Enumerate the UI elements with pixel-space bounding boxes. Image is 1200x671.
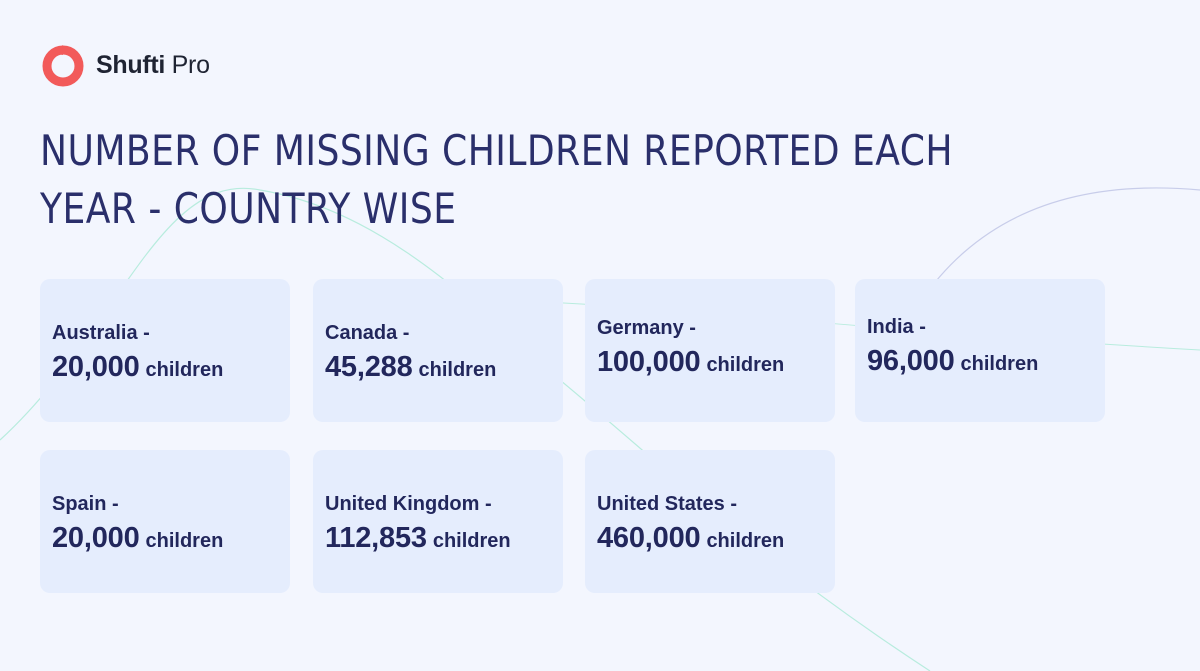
- country-name: Spain -: [52, 493, 119, 515]
- page-title-line-1: NUMBER OF MISSING CHILDREN REPORTED EACH: [40, 126, 953, 175]
- missing-children-count: 96,000: [867, 345, 955, 377]
- missing-children-count: 112,853: [325, 522, 427, 554]
- count-unit: children: [418, 359, 497, 381]
- count-unit: children: [432, 530, 511, 552]
- missing-children-stat: 20,000 children: [52, 522, 223, 555]
- brand-name-bold: Shufti: [96, 50, 166, 79]
- missing-children-count: 460,000: [597, 522, 701, 554]
- brand-name: Shufti Pro: [96, 51, 210, 80]
- count-unit: children: [706, 354, 785, 376]
- country-card-canada: Canada - 45,288 children: [313, 279, 563, 422]
- missing-children-stat: 100,000 children: [597, 346, 784, 379]
- country-name: United States -: [597, 493, 738, 515]
- country-card-germany: Germany - 100,000 children: [585, 279, 835, 422]
- country-card-australia: Australia - 20,000 children: [40, 279, 290, 422]
- missing-children-count: 45,288: [325, 351, 413, 383]
- country-name: Germany -: [597, 317, 696, 339]
- page-title: NUMBER OF MISSING CHILDREN REPORTED EACH…: [40, 122, 1003, 238]
- missing-children-stat: 45,288 children: [325, 351, 496, 384]
- shufti-pro-logo-icon: [42, 45, 84, 87]
- country-name: Canada -: [325, 322, 410, 344]
- missing-children-stat: 112,853 children: [325, 522, 511, 555]
- missing-children-count: 100,000: [597, 346, 701, 378]
- country-card-united-kingdom: United Kingdom - 112,853 children: [313, 450, 563, 593]
- country-card-united-states: United States - 460,000 children: [585, 450, 835, 593]
- missing-children-stat: 96,000 children: [867, 345, 1038, 378]
- count-unit: children: [960, 353, 1039, 375]
- country-name: United Kingdom -: [325, 493, 492, 515]
- page-title-line-2: YEAR - COUNTRY WISE: [40, 184, 457, 233]
- country-card-spain: Spain - 20,000 children: [40, 450, 290, 593]
- missing-children-count: 20,000: [52, 351, 140, 383]
- count-unit: children: [145, 359, 224, 381]
- count-unit: children: [145, 530, 224, 552]
- count-unit: children: [706, 530, 785, 552]
- missing-children-stat: 20,000 children: [52, 351, 223, 384]
- shufti-pro-logo: Shufti Pro: [40, 40, 210, 90]
- country-card-india: India - 96,000 children: [855, 279, 1105, 422]
- brand-name-light: Pro: [171, 50, 210, 79]
- missing-children-stat: 460,000 children: [597, 522, 784, 555]
- country-name: India -: [867, 316, 926, 338]
- country-name: Australia -: [52, 322, 150, 344]
- missing-children-count: 20,000: [52, 522, 140, 554]
